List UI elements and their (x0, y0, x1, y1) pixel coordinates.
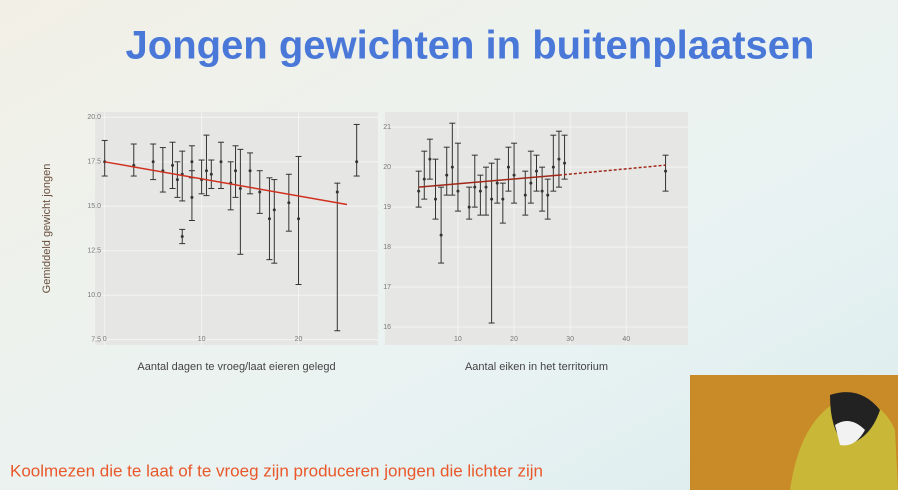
x-tick-label: 20 (295, 336, 303, 343)
page: {"title": "Jongen gewichten in buitenpla… (0, 0, 898, 490)
point (210, 173, 213, 176)
plot-panel (95, 112, 378, 345)
point (297, 217, 300, 220)
x-tick-label: 20 (510, 336, 518, 343)
point (546, 194, 549, 197)
point (524, 194, 527, 197)
x-tick-label: 10 (198, 336, 206, 343)
point (287, 201, 290, 204)
point (440, 234, 443, 237)
point (428, 158, 431, 161)
slide: Jongen gewichten in buitenplaatsen Koolm… (0, 0, 898, 490)
point (355, 160, 358, 163)
point (501, 198, 504, 201)
plot-panel (385, 112, 688, 345)
point (535, 170, 538, 173)
y-tick-label: 18 (383, 244, 391, 251)
point (258, 191, 261, 194)
point (176, 178, 179, 181)
point (485, 186, 488, 189)
point (273, 208, 276, 211)
x-axis-label: Aantal dagen te vroeg/laat eieren gelegd (137, 361, 335, 373)
y-tick-label: 16 (383, 324, 391, 331)
x-tick-label: 30 (566, 336, 574, 343)
point (417, 190, 420, 193)
point (152, 160, 155, 163)
point (490, 198, 493, 201)
point (181, 235, 184, 238)
point (205, 169, 208, 172)
point (456, 190, 459, 193)
point (190, 196, 193, 199)
x-tick-label: 10 (454, 336, 462, 343)
y-tick-label: 17 (383, 284, 391, 291)
x-tick-label: 40 (622, 336, 630, 343)
point (664, 170, 667, 173)
slide-title: Jongen gewichten in buitenplaatsen (126, 24, 815, 68)
point (434, 198, 437, 201)
point (234, 169, 237, 172)
y-tick-label: 20 (383, 164, 391, 171)
y-axis-label: Gemiddeld gewicht jongen (41, 164, 53, 294)
point (552, 166, 555, 169)
y-tick-label: 19 (383, 204, 391, 211)
point (473, 186, 476, 189)
point (529, 182, 532, 185)
point (541, 190, 544, 193)
x-tick-label: 0 (103, 336, 107, 343)
point (563, 162, 566, 165)
point (479, 190, 482, 193)
y-tick-label: 7.5 (91, 337, 101, 344)
point (496, 182, 499, 185)
y-tick-label: 15.0 (87, 203, 101, 210)
x-axis-label: Aantal eiken in het territorium (465, 361, 608, 373)
point (171, 164, 174, 167)
point (336, 191, 339, 194)
point (190, 160, 193, 163)
point (557, 158, 560, 161)
point (445, 174, 448, 177)
caption: Koolmezen die te laat of te vroeg zijn p… (10, 461, 543, 480)
point (451, 166, 454, 169)
y-tick-label: 12.5 (87, 248, 101, 255)
point (249, 169, 252, 172)
bird-photo (690, 375, 898, 490)
point (513, 174, 516, 177)
point (507, 166, 510, 169)
y-tick-label: 21 (383, 124, 391, 131)
point (239, 187, 242, 190)
y-tick-label: 20.0 (87, 114, 101, 121)
point (219, 160, 222, 163)
y-tick-label: 17.5 (87, 159, 101, 166)
point (468, 206, 471, 209)
point (423, 178, 426, 181)
point (268, 217, 271, 220)
y-tick-label: 10.0 (87, 292, 101, 299)
